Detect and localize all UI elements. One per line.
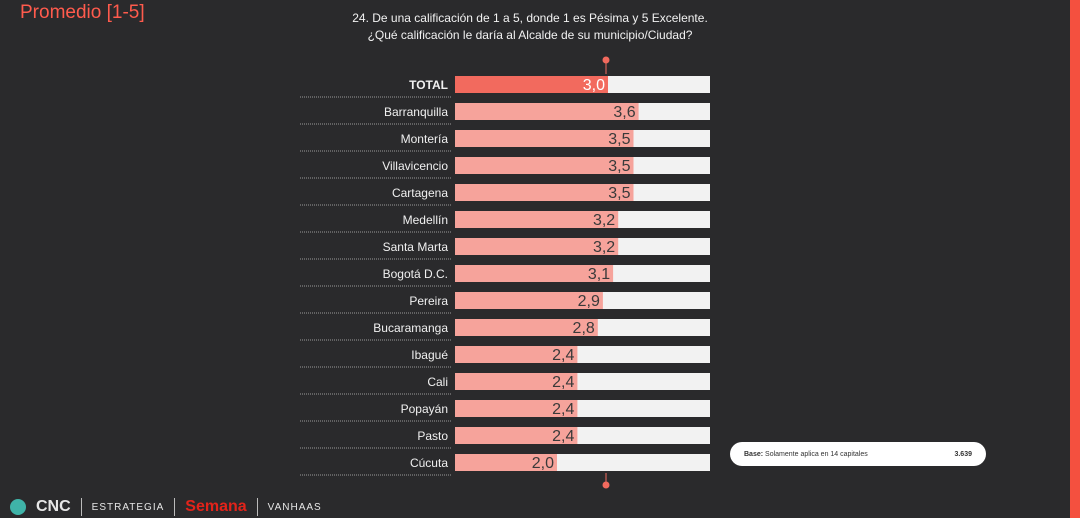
value-label: 2,4 [552,374,574,391]
category-label: Barranquilla [384,105,448,119]
question-line-2: ¿Qué calificación le daría al Alcalde de… [367,28,693,42]
category-label: Cartagena [392,186,448,200]
cnc-logo-text: CNC [36,498,71,515]
category-label: Montería [401,132,449,146]
category-label: Cali [427,375,448,389]
category-label: Pereira [409,294,448,308]
divider [80,498,82,516]
category-label: Villavicencio [382,159,448,173]
category-label: TOTAL [409,78,448,92]
value-label: 2,4 [552,401,574,418]
base-note-text: Base: Solamente aplica en 14 capitales [744,450,868,458]
category-label: Ibagué [411,348,448,362]
value-label: 3,5 [608,131,630,148]
bar [455,454,557,471]
category-label: Bogotá D.C. [383,267,448,281]
value-label: 3,2 [593,212,615,229]
value-label: 2,9 [578,293,600,310]
bar [455,211,619,228]
semana-logo: Semana [185,498,247,515]
bar [455,265,614,282]
bar [455,157,634,174]
bar [455,292,603,309]
value-label: 3,0 [583,77,605,94]
value-label: 3,1 [588,266,610,283]
value-label: 3,5 [608,158,630,175]
value-label: 2,0 [532,455,554,472]
category-label: Bucaramanga [373,321,448,335]
bar [455,319,598,336]
value-label: 2,4 [552,428,574,445]
divider [174,498,176,516]
base-note-value: 3.639 [954,450,972,458]
bar [455,346,578,363]
bar-total [455,76,608,93]
question-text: 24. De una calificación de 1 a 5, donde … [300,10,760,44]
footer-logos: CNC ESTRATEGIA Semana VANHAAS [10,496,510,518]
chart-subtitle: Promedio [1-5] [20,2,145,23]
estrategia-logo: ESTRATEGIA [91,501,165,513]
marker-dot-top [602,56,610,64]
cnc-logo-icon [10,499,26,515]
category-label: Popayán [401,402,448,416]
bar [455,400,578,417]
value-label: 3,2 [593,239,615,256]
value-label: 2,8 [573,320,595,337]
divider [256,498,258,516]
base-note: Base: Solamente aplica en 14 capitales 3… [730,442,986,466]
vanhaas-logo: VANHAAS [267,501,322,513]
bar [455,373,578,390]
category-label: Santa Marta [383,240,449,254]
bar [455,103,639,120]
bar [455,130,634,147]
category-label: Cúcuta [410,456,448,470]
bar [455,238,619,255]
accent-edge [1070,0,1080,518]
value-label: 3,5 [608,185,630,202]
bar [455,427,578,444]
bar [455,184,634,201]
category-label: Medellín [403,213,448,227]
value-label: 2,4 [552,347,574,364]
value-label: 3,6 [613,104,635,121]
category-label: Pasto [417,429,448,443]
question-line-1: 24. De una calificación de 1 a 5, donde … [352,11,708,25]
marker-dot-bottom [602,481,610,489]
